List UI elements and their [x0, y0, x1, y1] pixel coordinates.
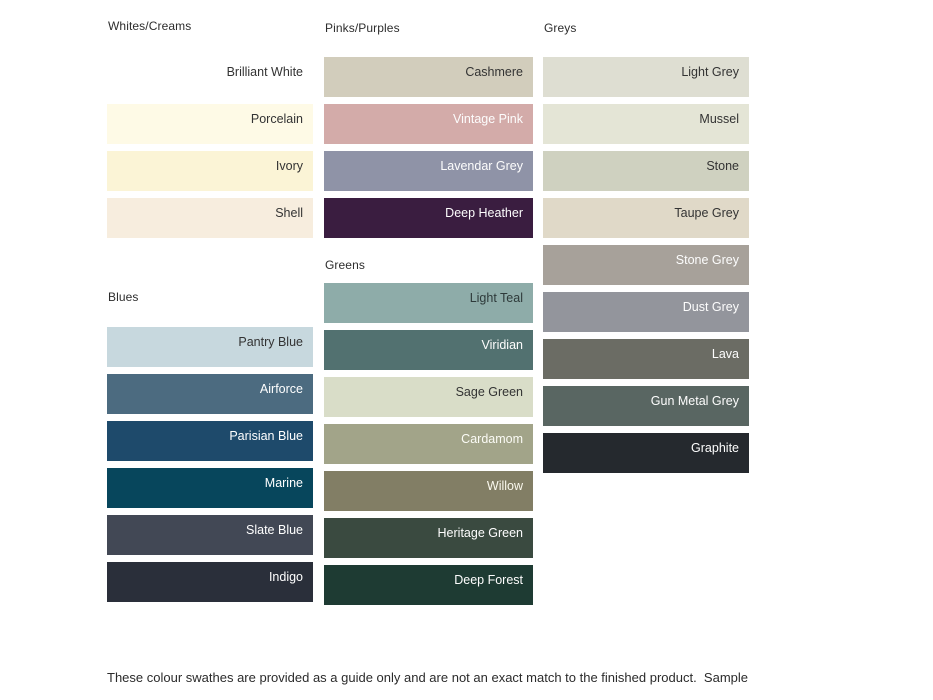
swatch-stone-grey: Stone Grey — [543, 245, 749, 285]
swatch-light-teal: Light Teal — [324, 283, 533, 323]
swatch-label-airforce: Airforce — [259, 382, 303, 396]
swatch-label-parisian-blue: Parisian Blue — [229, 429, 303, 443]
swatch-label-pantry-blue: Pantry Blue — [238, 335, 303, 349]
swatch-label-lava: Lava — [711, 347, 739, 361]
swatch-label-deep-forest: Deep Forest — [454, 573, 523, 587]
swatch-label-light-grey: Light Grey — [681, 65, 739, 79]
swatch-stone: Stone — [543, 151, 749, 191]
swatch-label-slate-blue: Slate Blue — [246, 523, 303, 537]
swatch-label-shell: Shell — [275, 206, 303, 220]
swatch-cardamom: Cardamom — [324, 424, 533, 464]
swatch-brilliant-white: Brilliant White — [107, 57, 313, 97]
swatch-porcelain: Porcelain — [107, 104, 313, 144]
swatch-indigo: Indigo — [107, 562, 313, 602]
swatch-marine: Marine — [107, 468, 313, 508]
swatch-label-viridian: Viridian — [481, 338, 523, 352]
swatch-column-2: Pinks/Purples Cashmere Vintage Pink Lavenda… — [324, 0, 533, 700]
swatch-label-dust-grey: Dust Grey — [682, 300, 739, 314]
swatch-ivory: Ivory — [107, 151, 313, 191]
swatch-parisian-blue: Parisian Blue — [107, 421, 313, 461]
swatch-viridian: Viridian — [324, 330, 533, 370]
swatch-label-gun-metal-grey: Gun Metal Grey — [650, 394, 739, 408]
swatch-gun-metal-grey: Gun Metal Grey — [543, 386, 749, 426]
swatch-mussel: Mussel — [543, 104, 749, 144]
disclaimer-line-1: These colour swathes are provided as a g… — [107, 670, 748, 685]
swatch-label-indigo: Indigo — [268, 570, 303, 584]
swatch-pantry-blue: Pantry Blue — [107, 327, 313, 367]
swatch-label-deep-heather: Deep Heather — [445, 206, 523, 220]
swatch-label-ivory: Ivory — [275, 159, 303, 173]
swatch-label-light-teal: Light Teal — [469, 291, 523, 305]
swatch-dust-grey: Dust Grey — [543, 292, 749, 332]
swatch-vintage-pink: Vintage Pink — [324, 104, 533, 144]
swatch-label-cardamom: Cardamom — [461, 432, 523, 446]
section-title-whites-creams: Whites/Creams — [108, 19, 192, 33]
swatch-label-taupe-grey: Taupe Grey — [674, 206, 739, 220]
disclaimer-text: These colour swathes are provided as a g… — [107, 639, 807, 700]
swatch-column-3: Greys Light Grey Mussel Stone Taupe Grey Ston… — [543, 0, 749, 700]
section-title-greys: Greys — [544, 21, 577, 35]
swatch-label-sage-green: Sage Green — [455, 385, 523, 399]
swatch-label-cashmere: Cashmere — [465, 65, 523, 79]
swatch-lava: Lava — [543, 339, 749, 379]
swatch-label-heritage-green: Heritage Green — [437, 526, 523, 540]
swatch-heritage-green: Heritage Green — [324, 518, 533, 558]
section-title-blues: Blues — [108, 290, 139, 304]
swatch-label-brilliant-white: Brilliant White — [226, 65, 303, 79]
swatch-label-marine: Marine — [264, 476, 303, 490]
swatch-label-lavendar-grey: Lavendar Grey — [440, 159, 523, 173]
swatch-deep-forest: Deep Forest — [324, 565, 533, 605]
swatch-lavendar-grey: Lavendar Grey — [324, 151, 533, 191]
swatch-label-mussel: Mussel — [699, 112, 739, 126]
swatch-willow: Willow — [324, 471, 533, 511]
swatch-label-porcelain: Porcelain — [250, 112, 303, 126]
swatch-taupe-grey: Taupe Grey — [543, 198, 749, 238]
section-title-pinks-purples: Pinks/Purples — [325, 21, 400, 35]
swatch-airforce: Airforce — [107, 374, 313, 414]
swatch-slate-blue: Slate Blue — [107, 515, 313, 555]
swatch-label-graphite: Graphite — [691, 441, 739, 455]
swatch-deep-heather: Deep Heather — [324, 198, 533, 238]
swatch-cashmere: Cashmere — [324, 57, 533, 97]
swatch-column-1: Whites/Creams Brilliant White Porcelain Ivo… — [107, 0, 313, 700]
swatch-shell: Shell — [107, 198, 313, 238]
swatch-light-grey: Light Grey — [543, 57, 749, 97]
swatch-label-stone-grey: Stone Grey — [675, 253, 739, 267]
swatch-graphite: Graphite — [543, 433, 749, 473]
swatch-label-willow: Willow — [486, 479, 523, 493]
swatch-sage-green: Sage Green — [324, 377, 533, 417]
swatch-label-stone: Stone — [706, 159, 739, 173]
swatch-label-vintage-pink: Vintage Pink — [453, 112, 523, 126]
section-title-greens: Greens — [325, 258, 365, 272]
